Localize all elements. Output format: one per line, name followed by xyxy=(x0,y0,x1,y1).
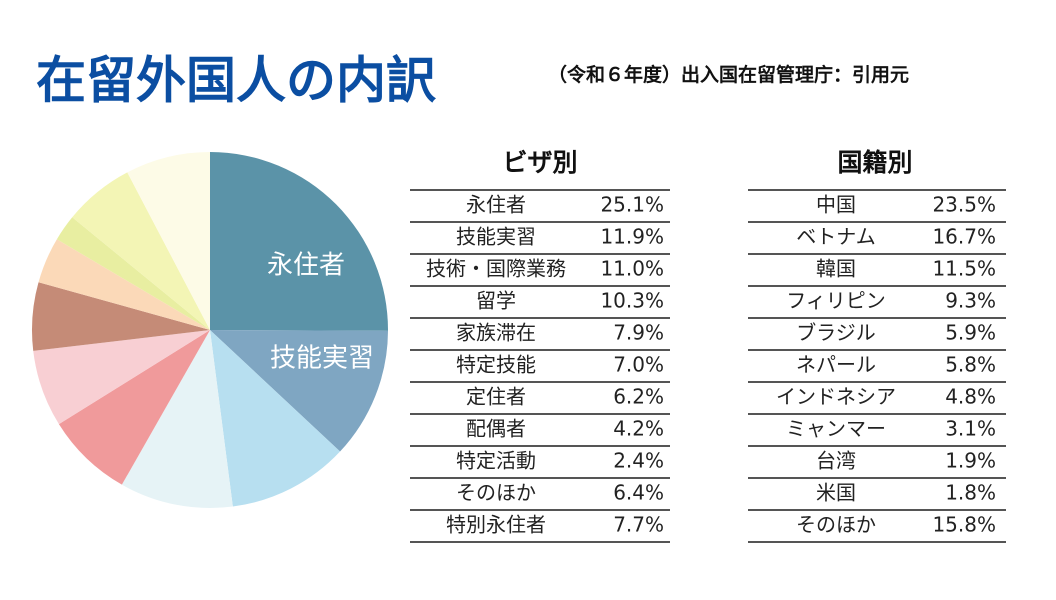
nationality-value: 5.9% xyxy=(945,321,996,345)
nationality-value: 5.8% xyxy=(945,353,996,377)
nationality-value: 23.5% xyxy=(932,193,996,217)
nationality-value: 15.8% xyxy=(932,513,996,537)
nationality-name: ネパール xyxy=(796,353,876,377)
nationality-value: 9.3% xyxy=(945,289,996,313)
visa-name: そのほか xyxy=(456,481,536,505)
nationality-name: インドネシア xyxy=(776,385,896,409)
nationality-name: そのほか xyxy=(796,513,876,537)
visa-value: 6.4% xyxy=(613,481,664,505)
pie-slice xyxy=(38,239,210,330)
pie-slice xyxy=(33,330,210,425)
visa-name: 家族滞在 xyxy=(456,321,536,345)
subtitle: （令和６年度）出入国在留管理庁：引用元 xyxy=(548,63,909,86)
nationality-name: フィリピン xyxy=(786,289,886,313)
nationality-name: ベトナム xyxy=(796,225,875,249)
pie-slice xyxy=(121,330,233,509)
nationality-name: 台湾 xyxy=(816,449,856,473)
nationality-name: ミャンマー xyxy=(786,417,886,441)
pie-slice xyxy=(56,217,211,330)
visa-name: 配偶者 xyxy=(466,417,526,441)
visa-value: 7.9% xyxy=(613,321,664,345)
nationality-value: 4.8% xyxy=(945,385,996,409)
visa-name: 留学 xyxy=(476,289,516,313)
nationality-value: 16.7% xyxy=(932,225,996,249)
pie-slice xyxy=(72,172,211,330)
pie-slice xyxy=(210,152,388,331)
nationality-value: 3.1% xyxy=(945,417,996,441)
visa-value: 2.4% xyxy=(613,449,664,473)
visa-name: 技術・国際業務 xyxy=(426,257,566,281)
nationality-value: 1.9% xyxy=(945,449,996,473)
visa-value: 7.0% xyxy=(613,353,664,377)
nationality-name: 米国 xyxy=(816,481,856,505)
pie-slice xyxy=(31,282,210,351)
pie-slice xyxy=(127,152,210,330)
nationality-name: 中国 xyxy=(816,193,856,217)
visa-name: 定住者 xyxy=(466,385,526,409)
nationality-table-title: 国籍別 xyxy=(837,148,912,177)
visa-value: 25.1% xyxy=(600,193,664,217)
nationality-name: ブラジル xyxy=(796,321,876,345)
visa-name: 特定活動 xyxy=(456,449,536,473)
visa-value: 11.0% xyxy=(600,257,664,281)
visa-value: 7.7% xyxy=(613,513,664,537)
pie-slice xyxy=(210,330,341,507)
visa-value: 10.3% xyxy=(600,289,664,313)
visa-table-title: ビザ別 xyxy=(502,148,577,177)
pie-slice xyxy=(210,330,388,452)
slice-label: 永住者 xyxy=(267,251,345,281)
visa-value: 11.9% xyxy=(600,225,664,249)
visa-value: 6.2% xyxy=(613,385,664,409)
visa-name: 特定技能 xyxy=(456,353,536,377)
nationality-value: 1.8% xyxy=(945,481,996,505)
title: 在留外国人の内訳 xyxy=(36,52,436,110)
pie-slice xyxy=(58,330,210,485)
nationality-name: 韓国 xyxy=(816,257,856,281)
slice-label: 技能実習 xyxy=(270,344,374,374)
nationality-value: 11.5% xyxy=(932,257,996,281)
visa-name: 特別永住者 xyxy=(446,513,546,537)
visa-value: 4.2% xyxy=(613,417,664,441)
visa-name: 永住者 xyxy=(466,193,526,217)
visa-name: 技能実習 xyxy=(456,225,536,249)
